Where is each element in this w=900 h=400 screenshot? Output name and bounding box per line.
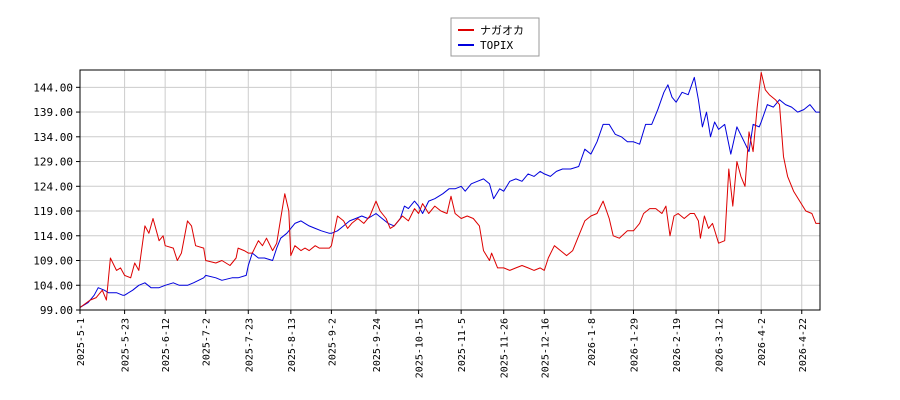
x-tick-label: 2025-5-1: [76, 318, 87, 366]
y-axis: 99.00 104.00 109.00 114.00 119.00 124.00 129.0…: [33, 81, 80, 317]
legend-label: TOPIX: [480, 39, 513, 52]
y-tick-label: 119.00: [33, 205, 73, 218]
plot-background: [80, 70, 820, 310]
series-line-topix: [79, 76, 820, 308]
x-tick-label: 2026-2-19: [672, 318, 683, 372]
x-tick-label: 2025-12-16: [540, 318, 551, 378]
y-tick-label: 114.00: [33, 230, 73, 243]
x-tick-label: 2025-8-13: [287, 318, 298, 372]
legend: ナガオカ TOPIX: [450, 17, 540, 57]
x-tick-label: 2026-4-2: [757, 318, 768, 366]
y-tick-label: 124.00: [33, 180, 73, 193]
x-tick-label: 2025-6-12: [161, 318, 172, 372]
y-tick-label: 99.00: [40, 304, 73, 317]
y-tick-label: 109.00: [33, 255, 73, 268]
x-tick-label: 2026-4-22: [798, 318, 809, 372]
x-tick-label: 2025-9-24: [372, 318, 383, 372]
x-tick-label: 2025-7-23: [244, 318, 255, 372]
legend-label: ナガオカ: [480, 24, 524, 37]
x-tick-label: 2025-7-2: [202, 318, 213, 366]
x-tick-label: 2026-1-29: [629, 318, 640, 372]
y-tick-label: 134.00: [33, 131, 73, 144]
x-axis: 2025-5-1 2025-5-23 2025-6-12 2025-7-2 2025-7…: [76, 310, 809, 378]
series-layer: [79, 72, 820, 308]
grid-lines: [79, 70, 820, 311]
y-tick-label: 139.00: [33, 106, 73, 119]
x-tick-label: 2025-11-26: [500, 318, 511, 378]
x-tick-label: 2025-11-5: [457, 318, 468, 372]
x-tick-label: 2025-10-15: [415, 318, 426, 378]
plot-frame: [79, 69, 821, 311]
x-tick-label: 2026-1-8: [587, 318, 598, 366]
y-tick-label: 144.00: [33, 81, 73, 94]
series-line-nagaoka: [79, 72, 820, 308]
x-tick-label: 2026-3-12: [715, 318, 726, 372]
y-tick-label: 129.00: [33, 156, 73, 169]
legend-box: [450, 17, 540, 57]
y-tick-label: 104.00: [33, 279, 73, 292]
x-tick-label: 2025-5-23: [121, 318, 132, 372]
x-tick-label: 2025-9-2: [327, 318, 338, 366]
